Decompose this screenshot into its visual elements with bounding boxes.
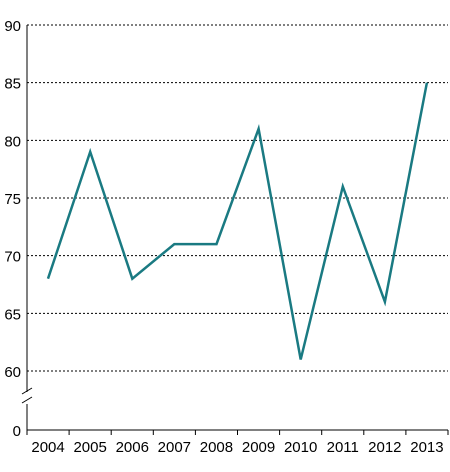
axis-break-mark-1 bbox=[21, 387, 33, 395]
y-tick-label-70: 70 bbox=[4, 249, 21, 266]
series-line-0 bbox=[46, 82, 429, 360]
y-tick-label-85: 85 bbox=[4, 76, 21, 93]
y-tick-label-0: 0 bbox=[13, 423, 21, 440]
x-tick-label-2006: 2006 bbox=[116, 439, 149, 456]
y-tick-label-65: 65 bbox=[4, 306, 21, 323]
x-tick-labels: 2004 2005 2006 2007 2008 2009 2010 2011 2012 2013 bbox=[31, 439, 443, 456]
x-tick-label-2011: 2011 bbox=[327, 439, 359, 456]
x-tick-label-2005: 2005 bbox=[73, 439, 106, 456]
x-tick-label-2013: 2013 bbox=[410, 439, 443, 456]
x-tick-label-2010: 2010 bbox=[284, 439, 317, 456]
gridlines bbox=[27, 24, 448, 372]
y-tick-labels: 0 60 65 70 75 80 85 90 bbox=[4, 18, 21, 440]
y-tick-label-60: 60 bbox=[4, 364, 21, 381]
axis-break-mark-2 bbox=[21, 396, 33, 404]
x-tick-label-2008: 2008 bbox=[200, 439, 233, 456]
y-tick-label-75: 75 bbox=[4, 191, 21, 208]
series-group bbox=[46, 82, 429, 360]
y-tick-label-80: 80 bbox=[4, 133, 21, 150]
x-tick-label-2009: 2009 bbox=[242, 439, 275, 456]
x-tick-label-2004: 2004 bbox=[31, 439, 64, 456]
axes bbox=[21, 25, 449, 435]
x-tick-label-2007: 2007 bbox=[158, 439, 191, 456]
x-tick-label-2012: 2012 bbox=[368, 439, 401, 456]
y-tick-label-90: 90 bbox=[4, 18, 21, 35]
